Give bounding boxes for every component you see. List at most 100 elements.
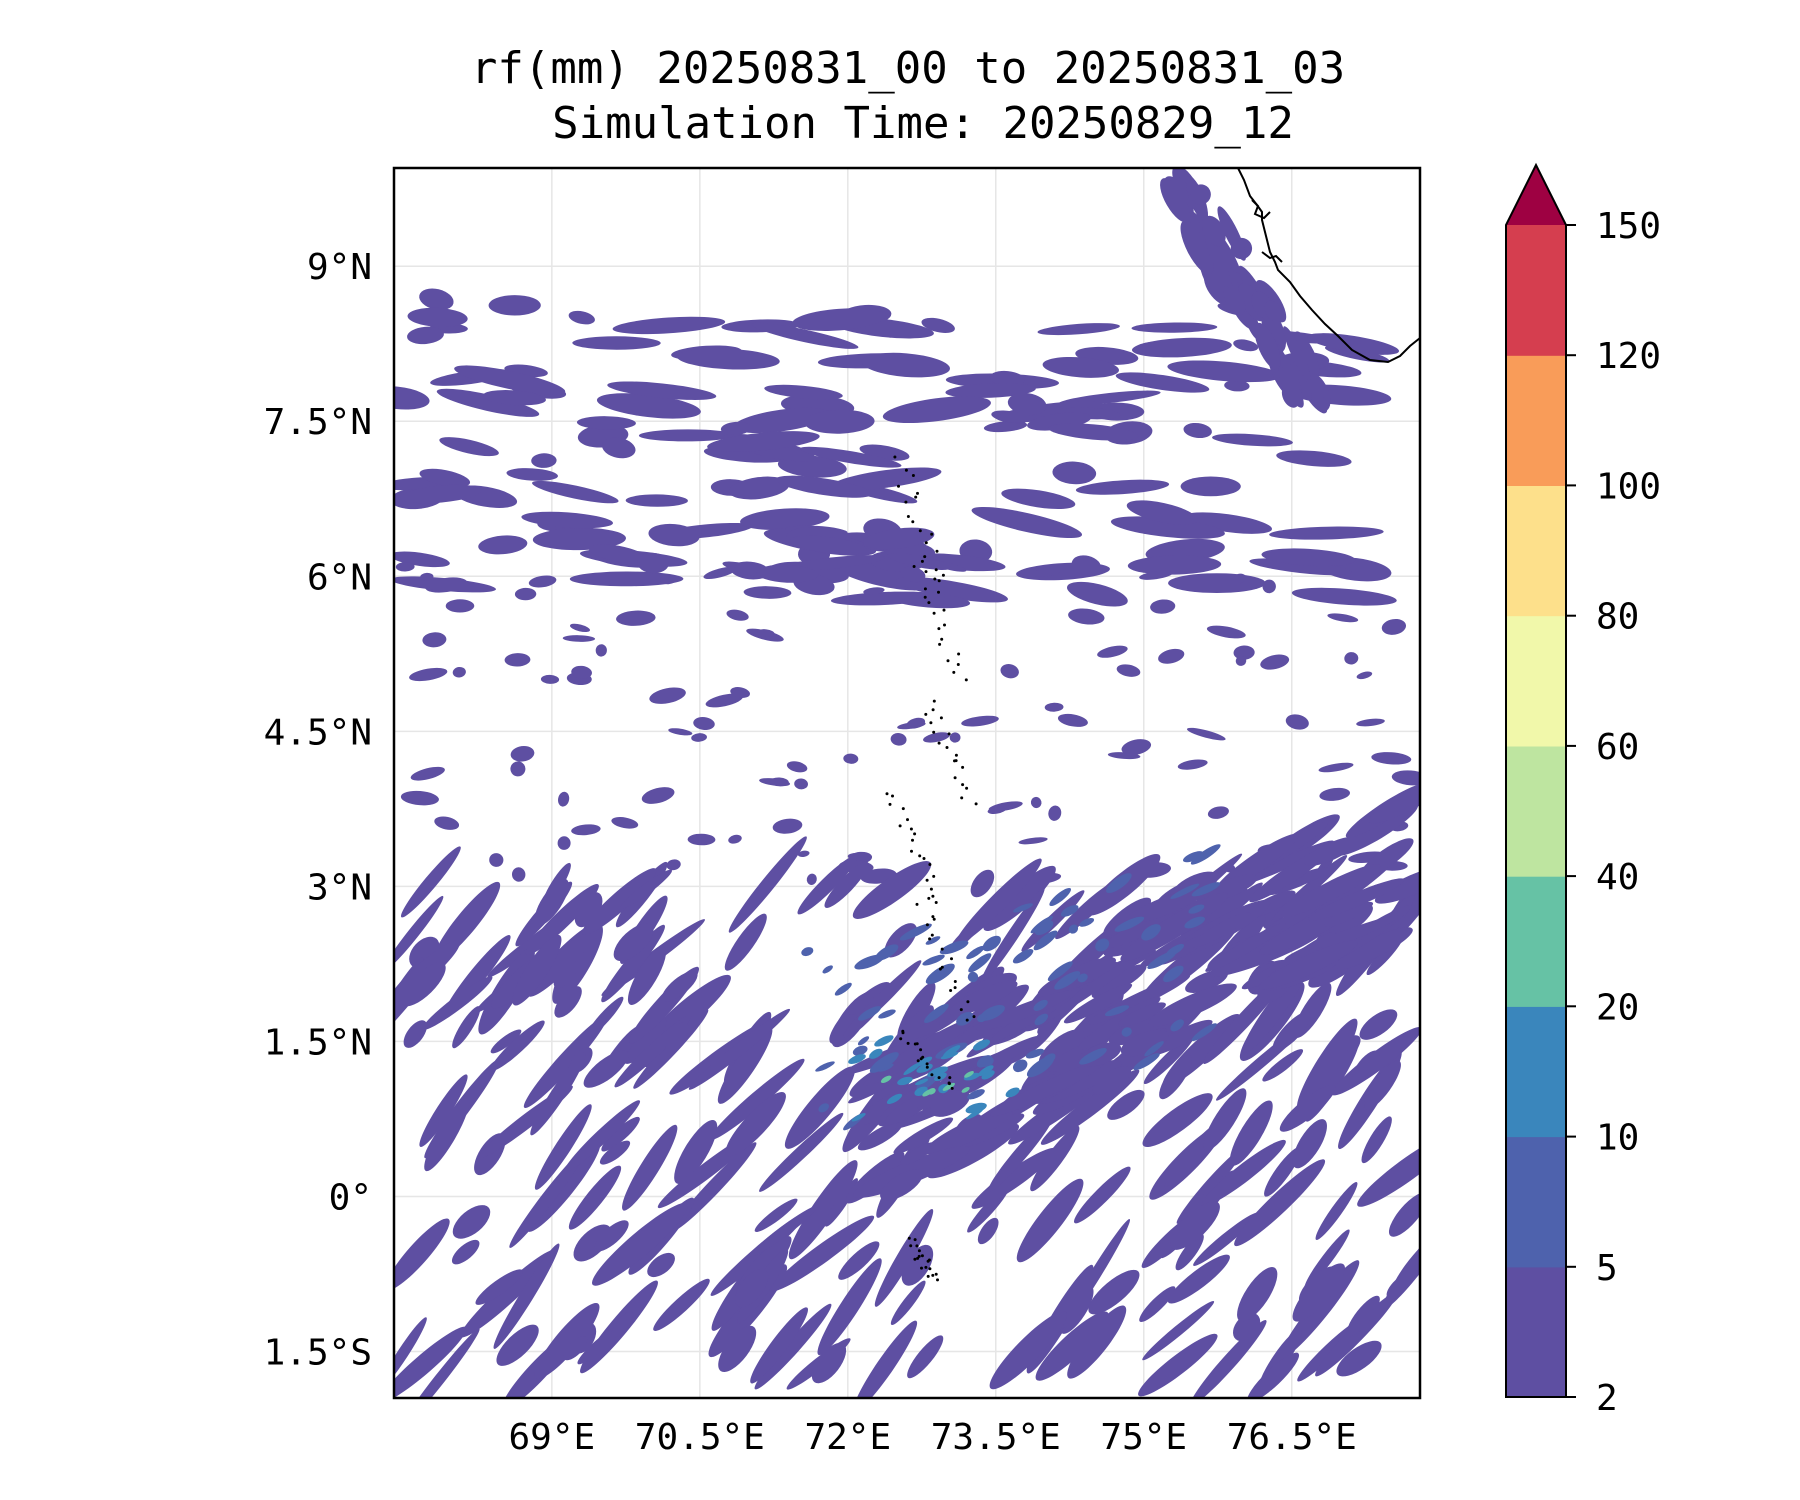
rain-cell	[514, 587, 537, 601]
atoll-dot	[899, 1037, 903, 1041]
rain-cell	[1052, 461, 1097, 485]
rain-cell	[612, 316, 726, 335]
atoll-dot	[909, 827, 913, 831]
rain-cell	[1115, 372, 1210, 393]
rain-cell	[1356, 671, 1373, 680]
atoll-dot	[934, 1272, 938, 1276]
rain-cell	[521, 511, 613, 529]
atoll-dot	[920, 559, 924, 563]
atoll-dot	[932, 611, 936, 615]
rain-cell	[848, 1054, 866, 1065]
rain-cell	[981, 1070, 995, 1080]
atoll-dot	[915, 1244, 919, 1248]
rain-cell	[1223, 283, 1246, 316]
rain-cell	[929, 1090, 970, 1117]
rain-cell	[790, 535, 867, 555]
rain-cell	[577, 1325, 622, 1365]
rain-cell	[1121, 739, 1152, 756]
rain-cell	[515, 881, 573, 947]
rain-cell	[1167, 1254, 1230, 1304]
rain-cell	[1182, 512, 1272, 534]
colorbar-segment	[1506, 615, 1566, 747]
rain-cell	[668, 728, 693, 736]
rain-cell	[922, 954, 945, 966]
rain-cell	[1048, 805, 1062, 821]
rain-cell	[407, 307, 468, 328]
rain-cell	[1237, 1267, 1278, 1322]
rain-cell	[1371, 752, 1412, 765]
rain-cell	[906, 717, 926, 729]
atoll-dot	[911, 520, 915, 524]
rain-cell	[1318, 762, 1354, 773]
rain-cell	[830, 591, 938, 606]
rain-cell	[726, 609, 749, 621]
map-frame	[392, 166, 1422, 1400]
atoll-dot	[943, 623, 946, 627]
rain-cell	[848, 991, 873, 1015]
rain-cell	[1356, 718, 1385, 727]
rain-cell	[1285, 714, 1309, 730]
atoll-dot	[931, 708, 935, 712]
rain-cell	[1233, 339, 1259, 352]
rain-cell	[854, 954, 885, 970]
atoll-dot	[904, 468, 908, 472]
rain-cell	[569, 571, 684, 587]
colorbar-segment	[1506, 485, 1566, 617]
atoll-dot	[959, 1008, 963, 1012]
rain-cell	[601, 924, 665, 1003]
atoll-dot	[934, 901, 938, 904]
rain-cell	[573, 1224, 612, 1262]
rain-cell	[616, 610, 656, 626]
rain-cell	[433, 881, 501, 962]
rain-cell	[394, 1218, 450, 1291]
rain-cell	[1296, 1018, 1358, 1112]
rain-cell	[460, 1249, 556, 1338]
rain-cell	[880, 1075, 892, 1084]
rain-cell	[691, 733, 707, 742]
rain-cell	[1177, 759, 1208, 770]
rain-cell	[558, 791, 570, 807]
rain-cell	[1120, 1029, 1169, 1057]
rain-cell	[490, 1029, 522, 1054]
rain-cell	[493, 1243, 560, 1349]
atoll-dot	[913, 832, 917, 836]
atoll-dot	[918, 854, 922, 858]
rain-cell	[419, 1074, 468, 1148]
colorbar-tick-label: 40	[1596, 857, 1639, 898]
atoll-dot	[929, 887, 933, 891]
atoll-dot	[924, 570, 928, 574]
rain-cell	[1274, 931, 1336, 974]
rain-cell	[1012, 948, 1034, 964]
rain-cell	[607, 381, 717, 400]
rain-cell	[967, 971, 979, 983]
rain-cell	[900, 1142, 937, 1166]
rain-cell	[977, 1013, 987, 1023]
atoll-dot	[953, 986, 957, 990]
atoll-dot	[926, 1274, 930, 1278]
atoll-dot	[913, 1257, 917, 1261]
rain-cell	[1150, 599, 1176, 614]
rain-cell	[666, 859, 681, 871]
rain-cell	[818, 1103, 829, 1113]
atoll-dot	[937, 627, 941, 631]
rain-cell	[1183, 422, 1212, 439]
rain-cell	[530, 1052, 586, 1136]
atoll-dot	[914, 495, 918, 499]
rain-cell	[890, 732, 907, 746]
rain-cell	[1044, 702, 1064, 712]
rain-cell	[806, 873, 817, 885]
rain-cell	[1055, 879, 1121, 940]
rain-cell	[1095, 938, 1110, 952]
rain-cell	[1180, 220, 1214, 275]
colorbar-segment	[1506, 876, 1566, 1007]
rain-cell	[482, 390, 546, 406]
rain-cell	[1005, 1087, 1020, 1098]
rain-cell	[863, 1017, 976, 1086]
rain-cell	[1344, 652, 1359, 665]
rain-cell	[400, 790, 439, 806]
rain-cell	[648, 523, 700, 547]
rain-cell	[1165, 943, 1185, 957]
rain-cell	[1018, 837, 1048, 845]
rain-cell	[525, 884, 599, 955]
rain-cell	[1193, 1212, 1258, 1266]
